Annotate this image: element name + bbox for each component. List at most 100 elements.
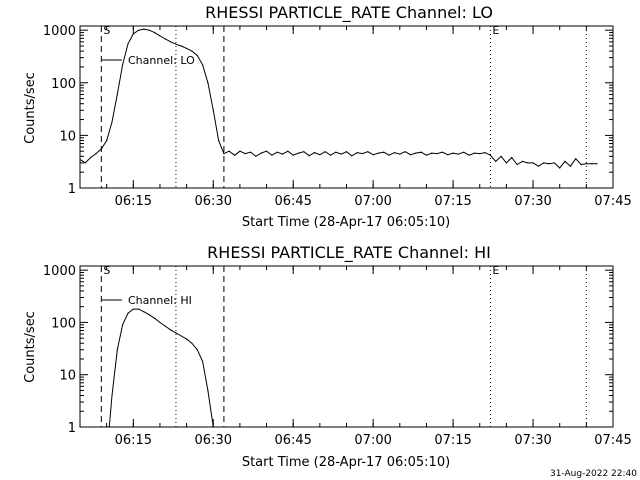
chart-title: RHESSI PARTICLE_RATE Channel: HI: [207, 243, 491, 263]
x-tick-label: 07:15: [434, 194, 471, 209]
data-point: [585, 163, 587, 165]
data-point: [202, 64, 204, 66]
data-point: [132, 308, 134, 310]
data-point: [202, 360, 204, 362]
data-point: [292, 154, 294, 156]
data-point: [409, 154, 412, 156]
data-point: [580, 163, 582, 166]
y-tick-label: 1: [68, 421, 76, 436]
data-point: [500, 155, 502, 157]
data-point: [324, 151, 326, 153]
y-tick-label: 1000: [43, 24, 76, 39]
time-marker-label: S: [103, 264, 110, 277]
footer-timestamp: 31-Aug-2022 22:40: [550, 469, 637, 479]
x-tick-label: 06:15: [115, 433, 152, 448]
data-point: [106, 139, 108, 142]
data-point: [212, 109, 214, 111]
data-point: [596, 163, 598, 165]
data-point: [207, 82, 209, 84]
data-point: [319, 154, 321, 156]
data-point: [239, 150, 241, 152]
data-point: [260, 152, 262, 154]
y-axis-label: Counts/sec: [23, 311, 38, 383]
data-point: [212, 426, 214, 428]
time-marker-label: E: [492, 264, 499, 277]
data-point: [116, 93, 118, 95]
data-point: [100, 148, 102, 150]
data-point: [79, 158, 81, 160]
data-point: [468, 154, 470, 156]
chart-title: RHESSI PARTICLE_RATE Channel: LO: [205, 3, 493, 23]
data-point: [404, 151, 406, 153]
data-point: [367, 151, 369, 153]
data-point: [489, 154, 491, 156]
legend-label: Channel: HI: [128, 294, 192, 307]
data-point: [329, 154, 332, 156]
data-point: [548, 163, 550, 165]
x-tick-label: 07:30: [514, 194, 551, 209]
data-point: [143, 28, 145, 30]
data-point: [170, 329, 172, 331]
data-point: [281, 153, 284, 155]
data-point: [452, 152, 454, 154]
data-point: [425, 154, 427, 156]
data-point: [175, 43, 177, 45]
data-point: [271, 154, 273, 156]
data-point: [511, 156, 513, 159]
data-point: [191, 50, 193, 52]
data-point: [138, 308, 140, 310]
data-point: [154, 31, 156, 34]
data-point: [313, 152, 316, 154]
data-point: [127, 312, 129, 314]
data-point: [223, 153, 225, 155]
y-tick-label: 1000: [43, 264, 76, 279]
data-point: [420, 151, 422, 153]
data-point: [575, 158, 577, 160]
data-point: [463, 151, 465, 153]
data-point: [127, 43, 129, 45]
data-point: [207, 389, 209, 392]
time-marker-label: S: [103, 24, 110, 37]
data-point: [495, 160, 497, 162]
data-point: [415, 152, 417, 154]
data-point: [521, 160, 524, 162]
data-point: [388, 154, 390, 156]
data-point: [250, 151, 252, 153]
data-point: [383, 151, 385, 153]
x-tick-label: 07:30: [514, 433, 551, 448]
data-point: [479, 153, 481, 155]
data-point: [527, 162, 529, 164]
data-point: [431, 152, 433, 154]
plot-area: 1 10 100 1000 06:15 06:30 06:45 07:00 07:15 07:30…: [43, 264, 632, 448]
data-point: [564, 160, 566, 162]
data-point: [122, 324, 124, 326]
x-tick-label: 06:30: [195, 433, 232, 448]
data-point: [111, 394, 113, 397]
legend-label: Channel: LO: [128, 54, 195, 67]
x-tick-label: 07:45: [594, 194, 631, 209]
y-axis-label: Counts/sec: [23, 72, 38, 144]
data-point: [111, 121, 113, 123]
data-point: [303, 151, 305, 153]
data-point: [148, 29, 150, 31]
x-tick-label: 06:45: [274, 194, 311, 209]
data-point: [532, 162, 534, 164]
data-point: [335, 151, 337, 153]
data-point: [377, 152, 380, 154]
y-tick-label: 1: [68, 182, 76, 197]
data-point: [180, 335, 182, 337]
data-point: [361, 153, 364, 155]
data-point: [170, 41, 172, 43]
data-point: [90, 156, 92, 159]
data-point: [186, 47, 188, 50]
data-point: [164, 325, 166, 327]
data-point: [143, 311, 145, 313]
x-axis-label: Start Time (28-Apr-17 06:05:10): [242, 455, 450, 470]
y-tick-label: 10: [59, 129, 76, 144]
x-tick-label: 07:00: [354, 194, 391, 209]
data-point: [308, 155, 310, 157]
data-point: [159, 321, 161, 323]
data-point: [255, 155, 257, 157]
data-point: [559, 167, 561, 169]
data-point: [473, 152, 475, 154]
